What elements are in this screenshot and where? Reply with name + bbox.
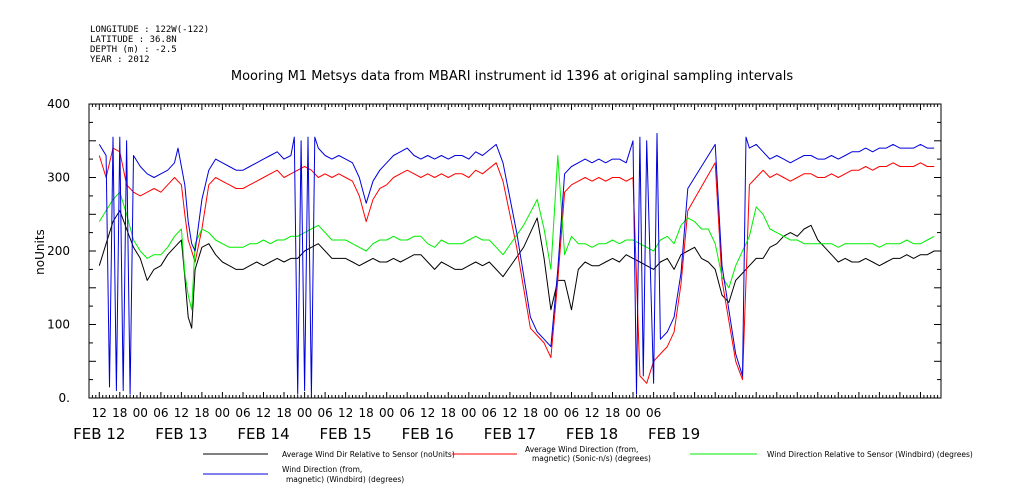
x-tick-label: 12 — [92, 406, 107, 420]
x-day-label: FEB 13 — [155, 425, 207, 443]
axis-ticks — [88, 103, 942, 399]
x-day-label: FEB 16 — [402, 425, 454, 443]
series-group — [98, 132, 935, 397]
x-day-label: FEB 12 — [73, 425, 125, 443]
x-tick-label: 18 — [605, 406, 620, 420]
x-tick-label: 06 — [235, 406, 250, 420]
y-tick-label: 100 — [47, 318, 70, 332]
x-tick-label: 06 — [564, 406, 579, 420]
x-tick-label: 00 — [215, 406, 230, 420]
x-tick-label: 12 — [174, 406, 189, 420]
longitude-label: LONGITUDE : 122W(-122) — [90, 25, 209, 35]
x-tick-label: 06 — [482, 406, 497, 420]
x-tick-label: 06 — [153, 406, 168, 420]
x-tick-label: 18 — [359, 406, 374, 420]
y-tick-labels: 0. 100 200 300 400 — [47, 97, 70, 405]
latitude-label: LATITUDE : 36.8N — [90, 35, 177, 45]
x-day-label: FEB 18 — [566, 425, 618, 443]
x-tick-label: 06 — [646, 406, 661, 420]
x-tick-label: 12 — [502, 406, 517, 420]
y-tick-label: 300 — [47, 171, 70, 185]
legend-label-black: Average Wind Dir Relative to Sensor (noU… — [282, 450, 455, 459]
x-tick-label: 12 — [420, 406, 435, 420]
x-day-label: FEB 17 — [484, 425, 536, 443]
legend-label-blue-2: magnetic) (Windbird) (degrees) — [286, 475, 404, 484]
legend-label-red-1: Average Wind Direction (from, — [525, 445, 638, 454]
series-line — [98, 155, 935, 311]
x-tick-label: 18 — [112, 406, 127, 420]
x-tick-label: 12 — [338, 406, 353, 420]
plot-frame — [88, 103, 942, 399]
x-tick-label: 00 — [625, 406, 640, 420]
y-tick-label: 0. — [59, 391, 70, 405]
legend-label-red-2: magnetic) (Sonic-n/s) (degrees) — [532, 454, 651, 463]
x-tick-label: 18 — [523, 406, 538, 420]
x-tick-label: 12 — [256, 406, 271, 420]
x-tick-label: 00 — [133, 406, 148, 420]
x-tick-label: 00 — [297, 406, 312, 420]
legend-label-green: Wind Direction Relative to Sensor (Windb… — [767, 450, 973, 459]
y-axis-label: noUnits — [33, 229, 47, 275]
legend-label-blue-1: Wind Direction (from, — [282, 465, 362, 474]
x-tick-label: 18 — [194, 406, 209, 420]
y-tick-label: 400 — [47, 97, 70, 111]
year-label: YEAR : 2012 — [90, 55, 150, 65]
x-tick-label: 06 — [400, 406, 415, 420]
x-tick-label: 00 — [379, 406, 394, 420]
x-tick-label: 00 — [543, 406, 558, 420]
x-day-label: FEB 14 — [237, 425, 289, 443]
x-tick-label: 12 — [584, 406, 599, 420]
x-tick-label: 18 — [276, 406, 291, 420]
x-tick-labels: 12 18 00 06 12 18 00 06 12 18 00 06 12 18 00 06 12 18 00 06… — [73, 406, 700, 443]
series-line — [98, 210, 935, 329]
y-tick-label: 200 — [47, 244, 70, 258]
x-tick-label: 06 — [317, 406, 332, 420]
series-line — [98, 147, 935, 384]
x-tick-label: 18 — [441, 406, 456, 420]
depth-label: DEPTH (m) : -2.5 — [90, 45, 177, 55]
chart-title: Mooring M1 Metsys data from MBARI instru… — [231, 69, 793, 84]
x-day-label: FEB 19 — [648, 425, 700, 443]
x-tick-label: 00 — [461, 406, 476, 420]
series-line — [98, 132, 935, 397]
x-day-label: FEB 15 — [319, 425, 371, 443]
